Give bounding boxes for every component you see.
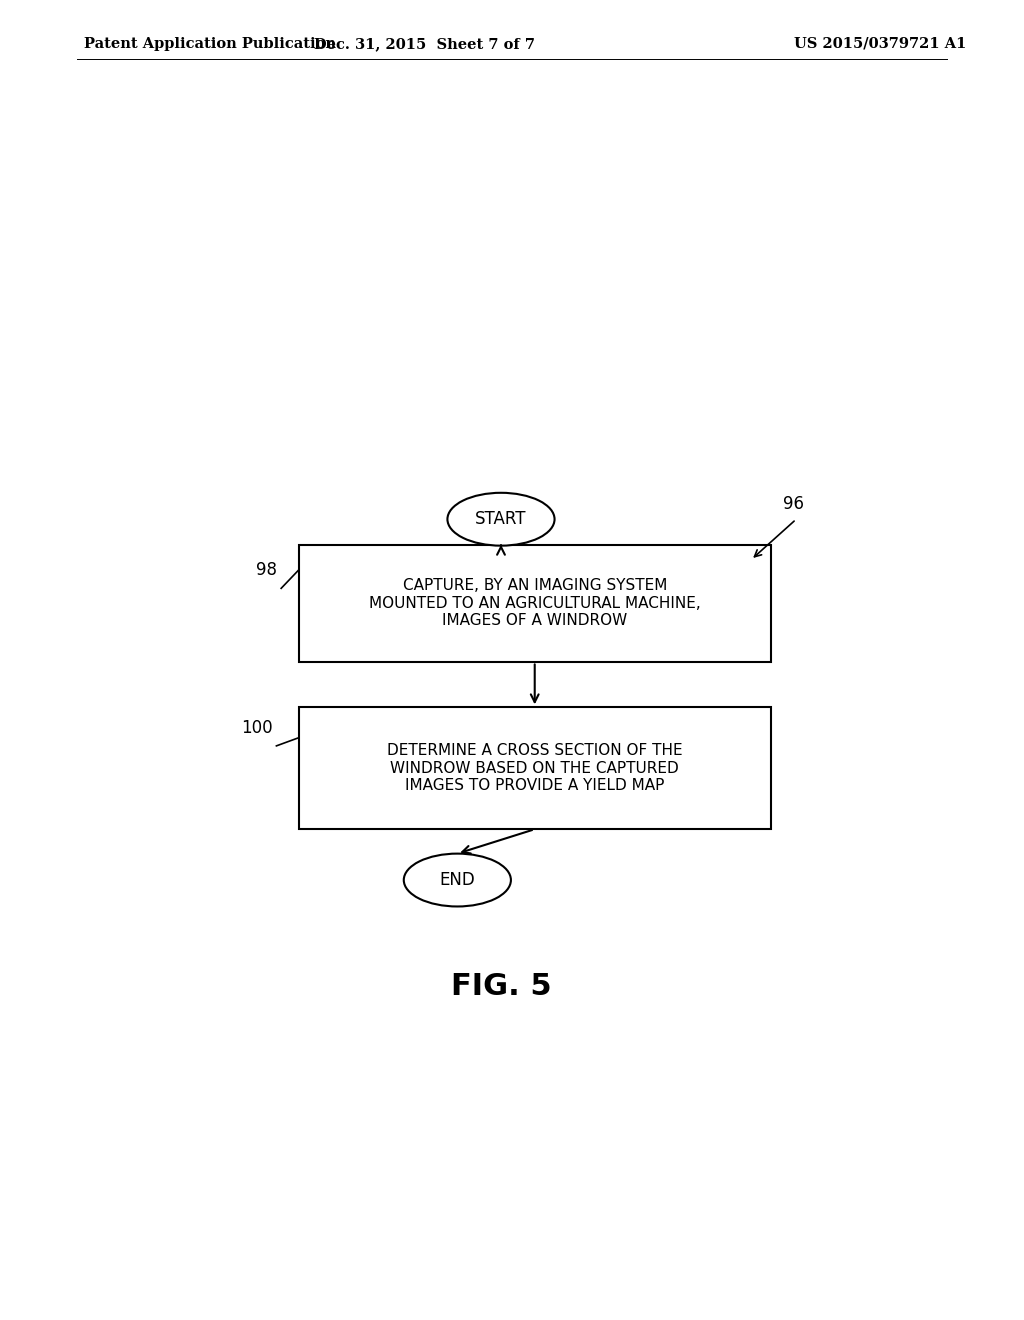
Text: 100: 100 <box>241 718 272 737</box>
Text: FIG. 5: FIG. 5 <box>451 973 551 1002</box>
Text: Patent Application Publication: Patent Application Publication <box>84 37 336 51</box>
Ellipse shape <box>403 854 511 907</box>
Text: START: START <box>475 511 526 528</box>
Ellipse shape <box>447 492 555 545</box>
Text: END: END <box>439 871 475 890</box>
Text: US 2015/0379721 A1: US 2015/0379721 A1 <box>795 37 967 51</box>
FancyBboxPatch shape <box>299 708 771 829</box>
Text: DETERMINE A CROSS SECTION OF THE
WINDROW BASED ON THE CAPTURED
IMAGES TO PROVIDE: DETERMINE A CROSS SECTION OF THE WINDROW… <box>387 743 683 793</box>
Text: 96: 96 <box>782 495 804 513</box>
Text: 98: 98 <box>256 561 278 579</box>
Text: CAPTURE, BY AN IMAGING SYSTEM
MOUNTED TO AN AGRICULTURAL MACHINE,
IMAGES OF A WI: CAPTURE, BY AN IMAGING SYSTEM MOUNTED TO… <box>369 578 700 628</box>
FancyBboxPatch shape <box>299 545 771 661</box>
Text: Dec. 31, 2015  Sheet 7 of 7: Dec. 31, 2015 Sheet 7 of 7 <box>314 37 536 51</box>
